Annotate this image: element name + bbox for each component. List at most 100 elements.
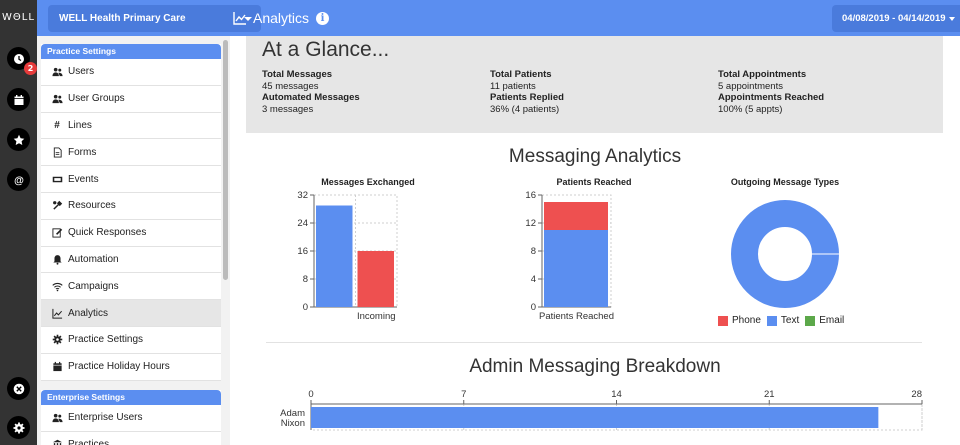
practice-name: WELL Health Primary Care: [59, 13, 186, 24]
bar: [316, 205, 353, 307]
sidebar-scrollbar[interactable]: [223, 40, 228, 280]
stat-label: Appointments Reached: [718, 92, 825, 103]
y-tick-label: 0: [303, 302, 308, 313]
y-tick-label: 4: [531, 274, 536, 285]
stat-value: 36% (4 patients): [490, 103, 560, 115]
legend-swatch: [766, 315, 777, 326]
sidebar-item-label: Users: [68, 66, 95, 78]
sidebar-item-label: Analytics: [68, 307, 109, 319]
sidebar-item-label: Lines: [68, 119, 92, 131]
sidebar-item-label: Events: [68, 173, 99, 185]
app-rail: WΘLL 2 @: [0, 0, 37, 445]
stat-value: 45 messages: [262, 80, 319, 92]
date-range-label: 04/08/2019 - 04/14/2019: [842, 13, 946, 24]
chart-title: Messages Exchanged: [321, 177, 415, 187]
wifi-icon: [51, 280, 63, 292]
y-tick-label: Adam Nixon: [280, 408, 305, 429]
chevron-down-icon: [244, 17, 252, 21]
sidebar-item-lines[interactable]: # Lines: [41, 113, 221, 140]
y-tick-label: 24: [297, 218, 308, 229]
sidebar-item-forms[interactable]: Forms: [41, 139, 221, 167]
sidebar-item-quick-responses[interactable]: Quick Responses: [41, 220, 221, 247]
calendar-button[interactable]: [7, 88, 30, 111]
close-button[interactable]: [7, 377, 30, 400]
legend-label: Phone: [732, 315, 761, 326]
legend-swatch: [805, 315, 816, 326]
settings-sidebar: Practice Settings Users User Groups # Lines…: [37, 36, 230, 445]
tools-icon: [51, 200, 63, 212]
sidebar-item-user-groups[interactable]: User Groups: [41, 86, 221, 113]
sidebar-item-campaigns[interactable]: Campaigns: [41, 273, 221, 301]
favorites-button[interactable]: [7, 128, 30, 151]
at-a-glance-panel: At a Glance... Total Messages 45 message…: [246, 36, 943, 133]
legend-label: Text: [780, 315, 800, 326]
practice-settings-panel: Practice Settings Users User Groups # Lines…: [41, 44, 221, 381]
legend-label: Email: [819, 315, 845, 326]
sidebar-item-enterprise-users[interactable]: Enterprise Users: [41, 405, 221, 432]
hash-icon: #: [54, 119, 60, 131]
stat-label: Total Patients: [490, 69, 552, 80]
sidebar-item-analytics[interactable]: Analytics: [41, 300, 221, 327]
app-logo[interactable]: WΘLL: [2, 12, 35, 23]
info-icon[interactable]: i: [316, 11, 330, 25]
gear-icon: [51, 334, 63, 346]
settings-button[interactable]: [7, 416, 30, 439]
sidebar-item-practices[interactable]: Practices: [41, 432, 221, 445]
svg-text:@: @: [14, 175, 24, 186]
x-tick-label: Patients Reached: [539, 311, 614, 322]
glance-messages: Total Messages 45 messages Automated Mes…: [262, 69, 360, 115]
enterprise-settings-header: Enterprise Settings: [41, 390, 221, 405]
sidebar-item-label: User Groups: [68, 93, 125, 105]
sidebar-item-resources[interactable]: Resources: [41, 193, 221, 220]
chart-title: Outgoing Message Types: [730, 177, 840, 187]
practice-settings-header: Practice Settings: [41, 44, 221, 59]
sidebar-item-label: Automation: [68, 253, 119, 265]
stat-label: Total Messages: [262, 69, 333, 80]
practice-selector[interactable]: WELL Health Primary Care: [48, 5, 261, 32]
stat-label: Patients Replied: [490, 92, 564, 103]
users-icon: [51, 93, 63, 105]
users-icon: [51, 412, 63, 424]
legend-item-text[interactable]: Text: [766, 315, 800, 326]
close-circle-icon: [13, 383, 24, 394]
sidebar-item-automation[interactable]: Automation: [41, 247, 221, 274]
sidebar-item-practice-holiday-hours[interactable]: Practice Holiday Hours: [41, 354, 221, 381]
sidebar-item-events[interactable]: Events: [41, 166, 221, 193]
ticket-icon: [51, 173, 63, 185]
top-bar: WELL Health Primary Care Analytics i 04/…: [37, 0, 960, 36]
y-tick-label: 0: [531, 302, 536, 313]
stat-value: 11 patients: [490, 80, 536, 92]
stat-label: Total Appointments: [718, 69, 807, 80]
stat-value: 100% (5 appts): [718, 103, 783, 115]
y-tick-label: 16: [525, 190, 536, 201]
glance-title: At a Glance...: [262, 38, 390, 61]
star-icon: [13, 134, 24, 145]
mentions-button[interactable]: @: [7, 168, 30, 191]
sidebar-item-users[interactable]: Users: [41, 59, 221, 86]
y-tick-label: 8: [303, 274, 308, 285]
gear-icon: [13, 422, 24, 433]
y-tick-label: 16: [297, 246, 308, 257]
x-tick-label: 7: [461, 389, 466, 400]
bar: [357, 251, 394, 307]
users-icon: [51, 66, 63, 78]
stacked-bar-segment: [544, 202, 608, 230]
chevron-down-icon: [949, 17, 955, 21]
sidebar-item-label: Practice Holiday Hours: [68, 361, 170, 373]
date-range-picker[interactable]: 04/08/2019 - 04/14/2019: [832, 5, 960, 32]
bar: [311, 407, 879, 428]
y-tick-label: 32: [297, 190, 308, 201]
stat-value: 5 appointments: [718, 80, 783, 92]
x-tick-label: 0: [308, 389, 313, 400]
at-icon: @: [14, 175, 24, 186]
analytics-main: At a Glance... Total Messages 45 message…: [230, 36, 960, 445]
legend-item-phone[interactable]: Phone: [718, 315, 761, 326]
legend-item-email[interactable]: Email: [805, 315, 844, 326]
sidebar-item-practice-settings[interactable]: Practice Settings: [41, 327, 221, 354]
edit-icon: [51, 227, 63, 239]
y-tick-label: 8: [531, 246, 536, 257]
sidebar-item-label: Practices: [68, 439, 110, 445]
x-tick-label: 14: [611, 389, 622, 400]
chart-title: Patients Reached: [556, 177, 632, 187]
